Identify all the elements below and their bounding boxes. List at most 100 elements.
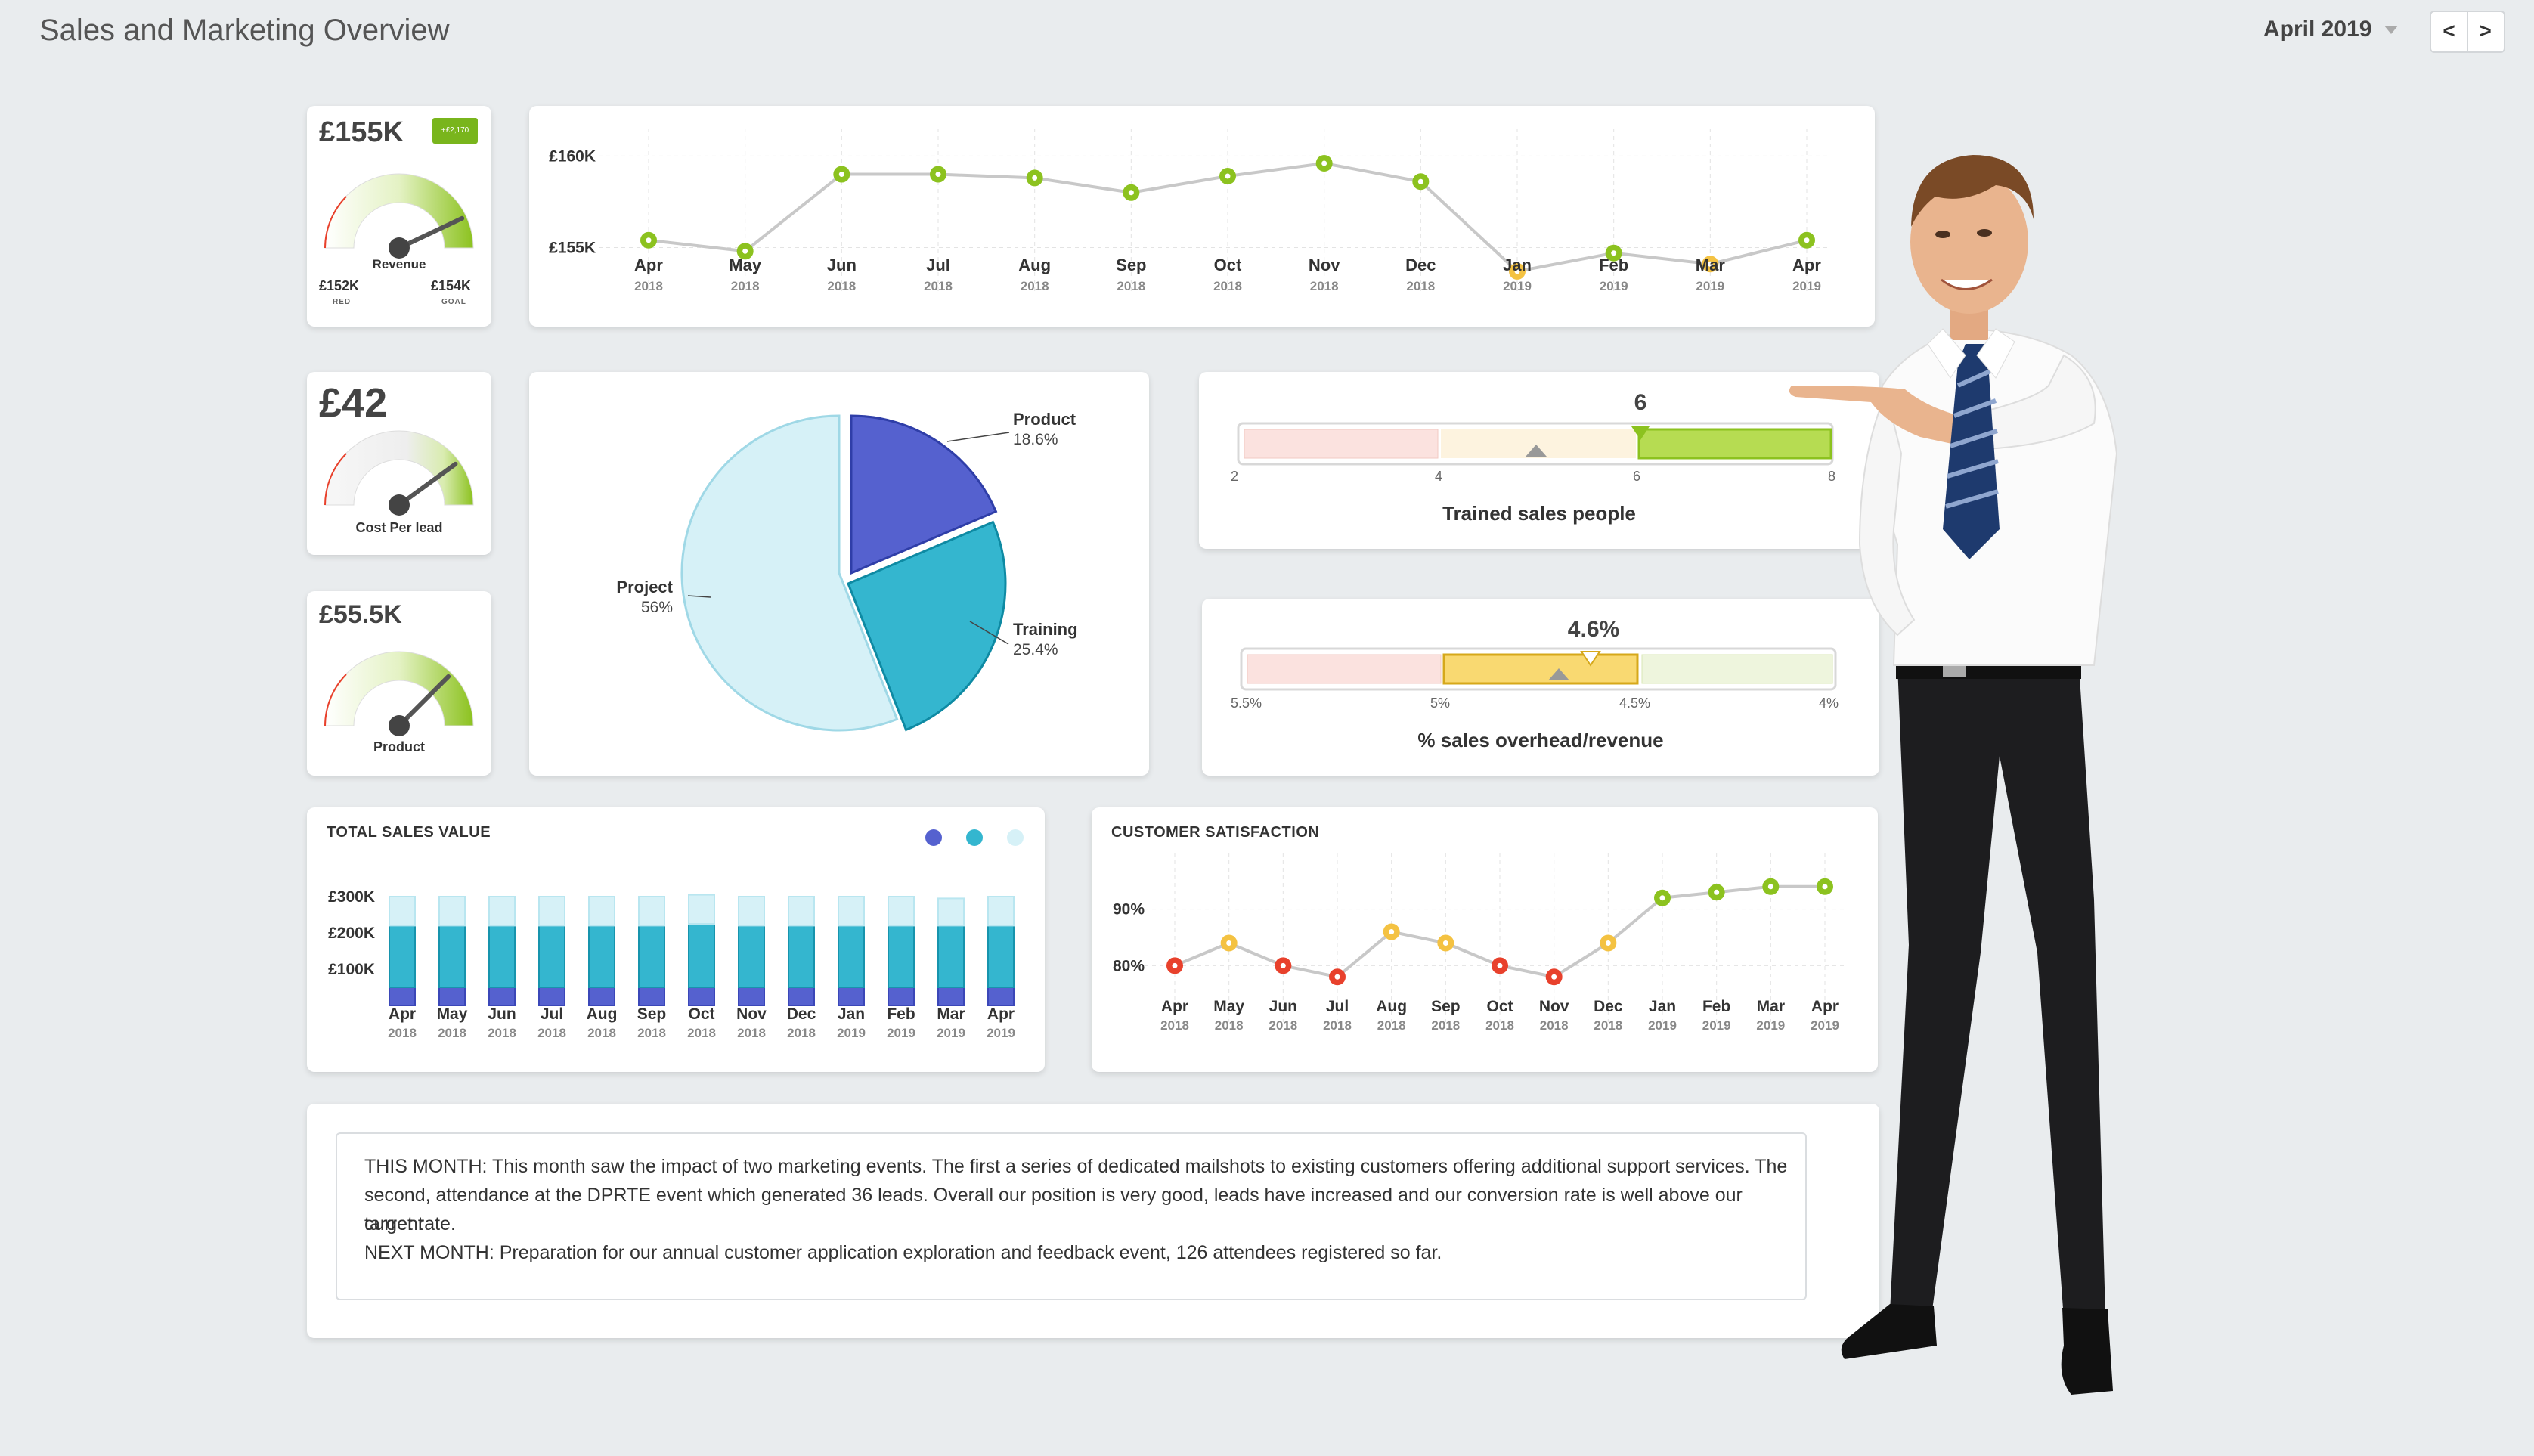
x-tick-year: 2019 — [837, 1026, 866, 1040]
bar-segment — [638, 987, 665, 1006]
data-point-center — [1605, 940, 1611, 946]
x-tick-label: Oct — [688, 1005, 714, 1023]
revenue-split-pie: Product 18.6% Training 25.4% Project 56% — [616, 410, 1078, 732]
bar-segment — [538, 987, 565, 1006]
pie-leader-line — [969, 621, 1009, 645]
bar-segment — [588, 896, 615, 927]
x-tick-label: Oct — [1214, 256, 1242, 274]
bar-segment — [838, 987, 865, 1006]
x-tick-label: Aug — [1376, 998, 1407, 1015]
x-tick-label: Apr — [634, 256, 663, 274]
trained-sales-tick: 8 — [1828, 469, 1836, 484]
x-tick-label: Mar — [937, 1005, 965, 1023]
x-tick-year: 2018 — [1323, 1018, 1352, 1033]
product-label: Product — [373, 739, 425, 754]
x-tick-label: Oct — [1486, 998, 1513, 1015]
pie-label: Training — [1013, 620, 1078, 639]
notes-this-month-line3: target rate. — [364, 1213, 456, 1235]
legend-dot — [925, 829, 942, 846]
sales-overhead-tick: 4% — [1819, 695, 1839, 711]
x-tick-label: Aug — [587, 1005, 618, 1023]
bar-segment — [438, 896, 466, 927]
bar-segment — [937, 987, 965, 1006]
notes-card: THIS MONTH: This month saw the impact of… — [307, 1104, 1879, 1338]
x-tick-label: Nov — [1539, 998, 1569, 1015]
x-tick-year: 2018 — [787, 1026, 816, 1040]
revenue-change-badge: +£2,170 — [432, 118, 478, 144]
bar-segment — [888, 896, 915, 927]
customer-satisfaction-title: CUSTOMER SATISFACTION — [1111, 824, 1320, 841]
prev-month-button[interactable]: < — [2431, 12, 2468, 51]
bar-segment — [838, 896, 865, 927]
bar-segment — [638, 925, 665, 988]
sales-overhead-bullet — [1240, 647, 1837, 691]
data-point-center — [838, 172, 844, 178]
data-point-center — [742, 248, 748, 254]
revenue-value: £155K — [319, 116, 404, 148]
pie-slice-training — [847, 520, 1007, 732]
sales-overhead-label: % sales overhead/revenue — [1417, 729, 1664, 751]
month-selector[interactable]: April 2019 — [2263, 17, 2372, 42]
trained-sales-tick: 4 — [1435, 469, 1443, 484]
x-tick-year: 2019 — [1503, 279, 1532, 293]
data-point-center — [1707, 261, 1713, 267]
pie-slice-product — [850, 414, 998, 575]
data-point-center — [1225, 173, 1231, 179]
data-point-center — [1389, 929, 1395, 935]
x-tick-year: 2019 — [1756, 1018, 1785, 1033]
total-sales-chart: £100K £200K £300K Apr 2018 May 2018 Jun 2018 Jul 2… — [328, 829, 1024, 1040]
pie-value: 25.4% — [1013, 641, 1058, 658]
x-tick-label: Sep — [1431, 998, 1461, 1015]
x-tick-year: 2018 — [731, 279, 760, 293]
bar-segment — [937, 925, 965, 988]
x-tick-year: 2019 — [937, 1026, 965, 1040]
pie-label: Product — [1013, 410, 1076, 429]
sales-overhead-card: 4.6% 5.5% 5% 4.5% 4% % sales overhead/re… — [1202, 599, 1879, 776]
x-tick-label: Jun — [827, 256, 857, 274]
notes-this-month-line2: second, attendance at the DPRTE event wh… — [364, 1185, 1743, 1235]
data-point-center — [646, 237, 652, 243]
bar-segment — [987, 987, 1015, 1006]
pie-card: Product 18.6% Training 25.4% Project 56% — [529, 372, 1149, 776]
x-tick-label: Apr — [1161, 998, 1188, 1015]
trained-sales-tick: 6 — [1633, 469, 1641, 484]
bar-segment — [638, 896, 665, 927]
x-tick-label: May — [437, 1005, 468, 1023]
y-tick-label: £160K — [549, 147, 596, 165]
x-tick-label: Feb — [1599, 256, 1628, 274]
bar-segment — [788, 925, 815, 988]
y-tick-label: £300K — [328, 888, 375, 906]
data-point-center — [1611, 250, 1617, 256]
x-tick-label: Apr — [1811, 998, 1839, 1015]
x-tick-year: 2018 — [827, 279, 856, 293]
x-tick-label: Dec — [1594, 998, 1623, 1015]
bar-segment — [788, 896, 815, 927]
y-tick-label: 80% — [1113, 957, 1145, 974]
data-point-center — [1551, 974, 1557, 980]
revenue-label: Revenue — [372, 257, 426, 271]
revenue-trend-card: £155K £160K Apr 2018 May 2018 Jun 2018 Jul 2018 Au… — [529, 106, 1875, 327]
x-tick-label: Jan — [1649, 998, 1676, 1015]
revenue-goal-value: £154K — [431, 278, 472, 293]
data-point-center — [1172, 962, 1178, 968]
page-title: Sales and Marketing Overview — [39, 14, 450, 47]
sales-overhead-tick: 5.5% — [1231, 695, 1262, 711]
bar-segment — [688, 894, 715, 925]
sales-overhead-tick: 5% — [1430, 695, 1451, 711]
presenter-figure — [1789, 155, 2118, 1395]
next-month-button[interactable]: > — [2479, 19, 2492, 42]
y-tick-label: £155K — [549, 239, 596, 256]
x-tick-year: 2018 — [1406, 279, 1435, 293]
revenue-goal-caption: GOAL — [441, 298, 466, 306]
revenue-trend-chart: £155K £160K Apr 2018 May 2018 Jun 2018 Jul 2018 Au… — [549, 129, 1829, 293]
x-tick-label: Feb — [887, 1005, 915, 1023]
data-point-center — [935, 172, 941, 178]
x-tick-year: 2019 — [987, 1026, 1015, 1040]
x-tick-year: 2018 — [1160, 1018, 1189, 1033]
x-tick-label: Sep — [637, 1005, 667, 1023]
data-point-center — [1514, 268, 1520, 274]
bar-segment — [838, 925, 865, 988]
chevron-down-icon[interactable] — [2384, 26, 2398, 34]
x-tick-year: 2018 — [388, 1026, 417, 1040]
bar-segment — [788, 987, 815, 1006]
